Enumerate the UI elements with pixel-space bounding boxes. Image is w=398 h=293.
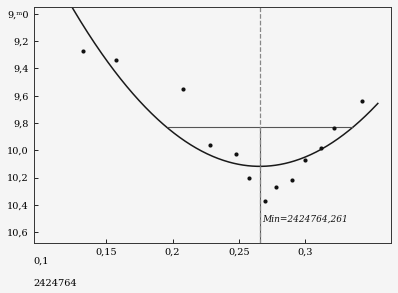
Point [302,158,308,162]
Point [180,86,186,91]
Text: 0,1: 0,1 [33,257,49,266]
Text: Min=2424764,261: Min=2424764,261 [263,214,348,223]
Point [331,126,337,131]
Point [79,48,86,53]
Text: 2424764: 2424764 [33,279,77,288]
Point [289,178,295,183]
Point [273,185,279,190]
Point [262,198,269,203]
Point [318,145,324,150]
Point [207,142,213,147]
Point [246,175,253,180]
Point [113,58,119,62]
Point [233,152,239,157]
Point [359,99,365,103]
